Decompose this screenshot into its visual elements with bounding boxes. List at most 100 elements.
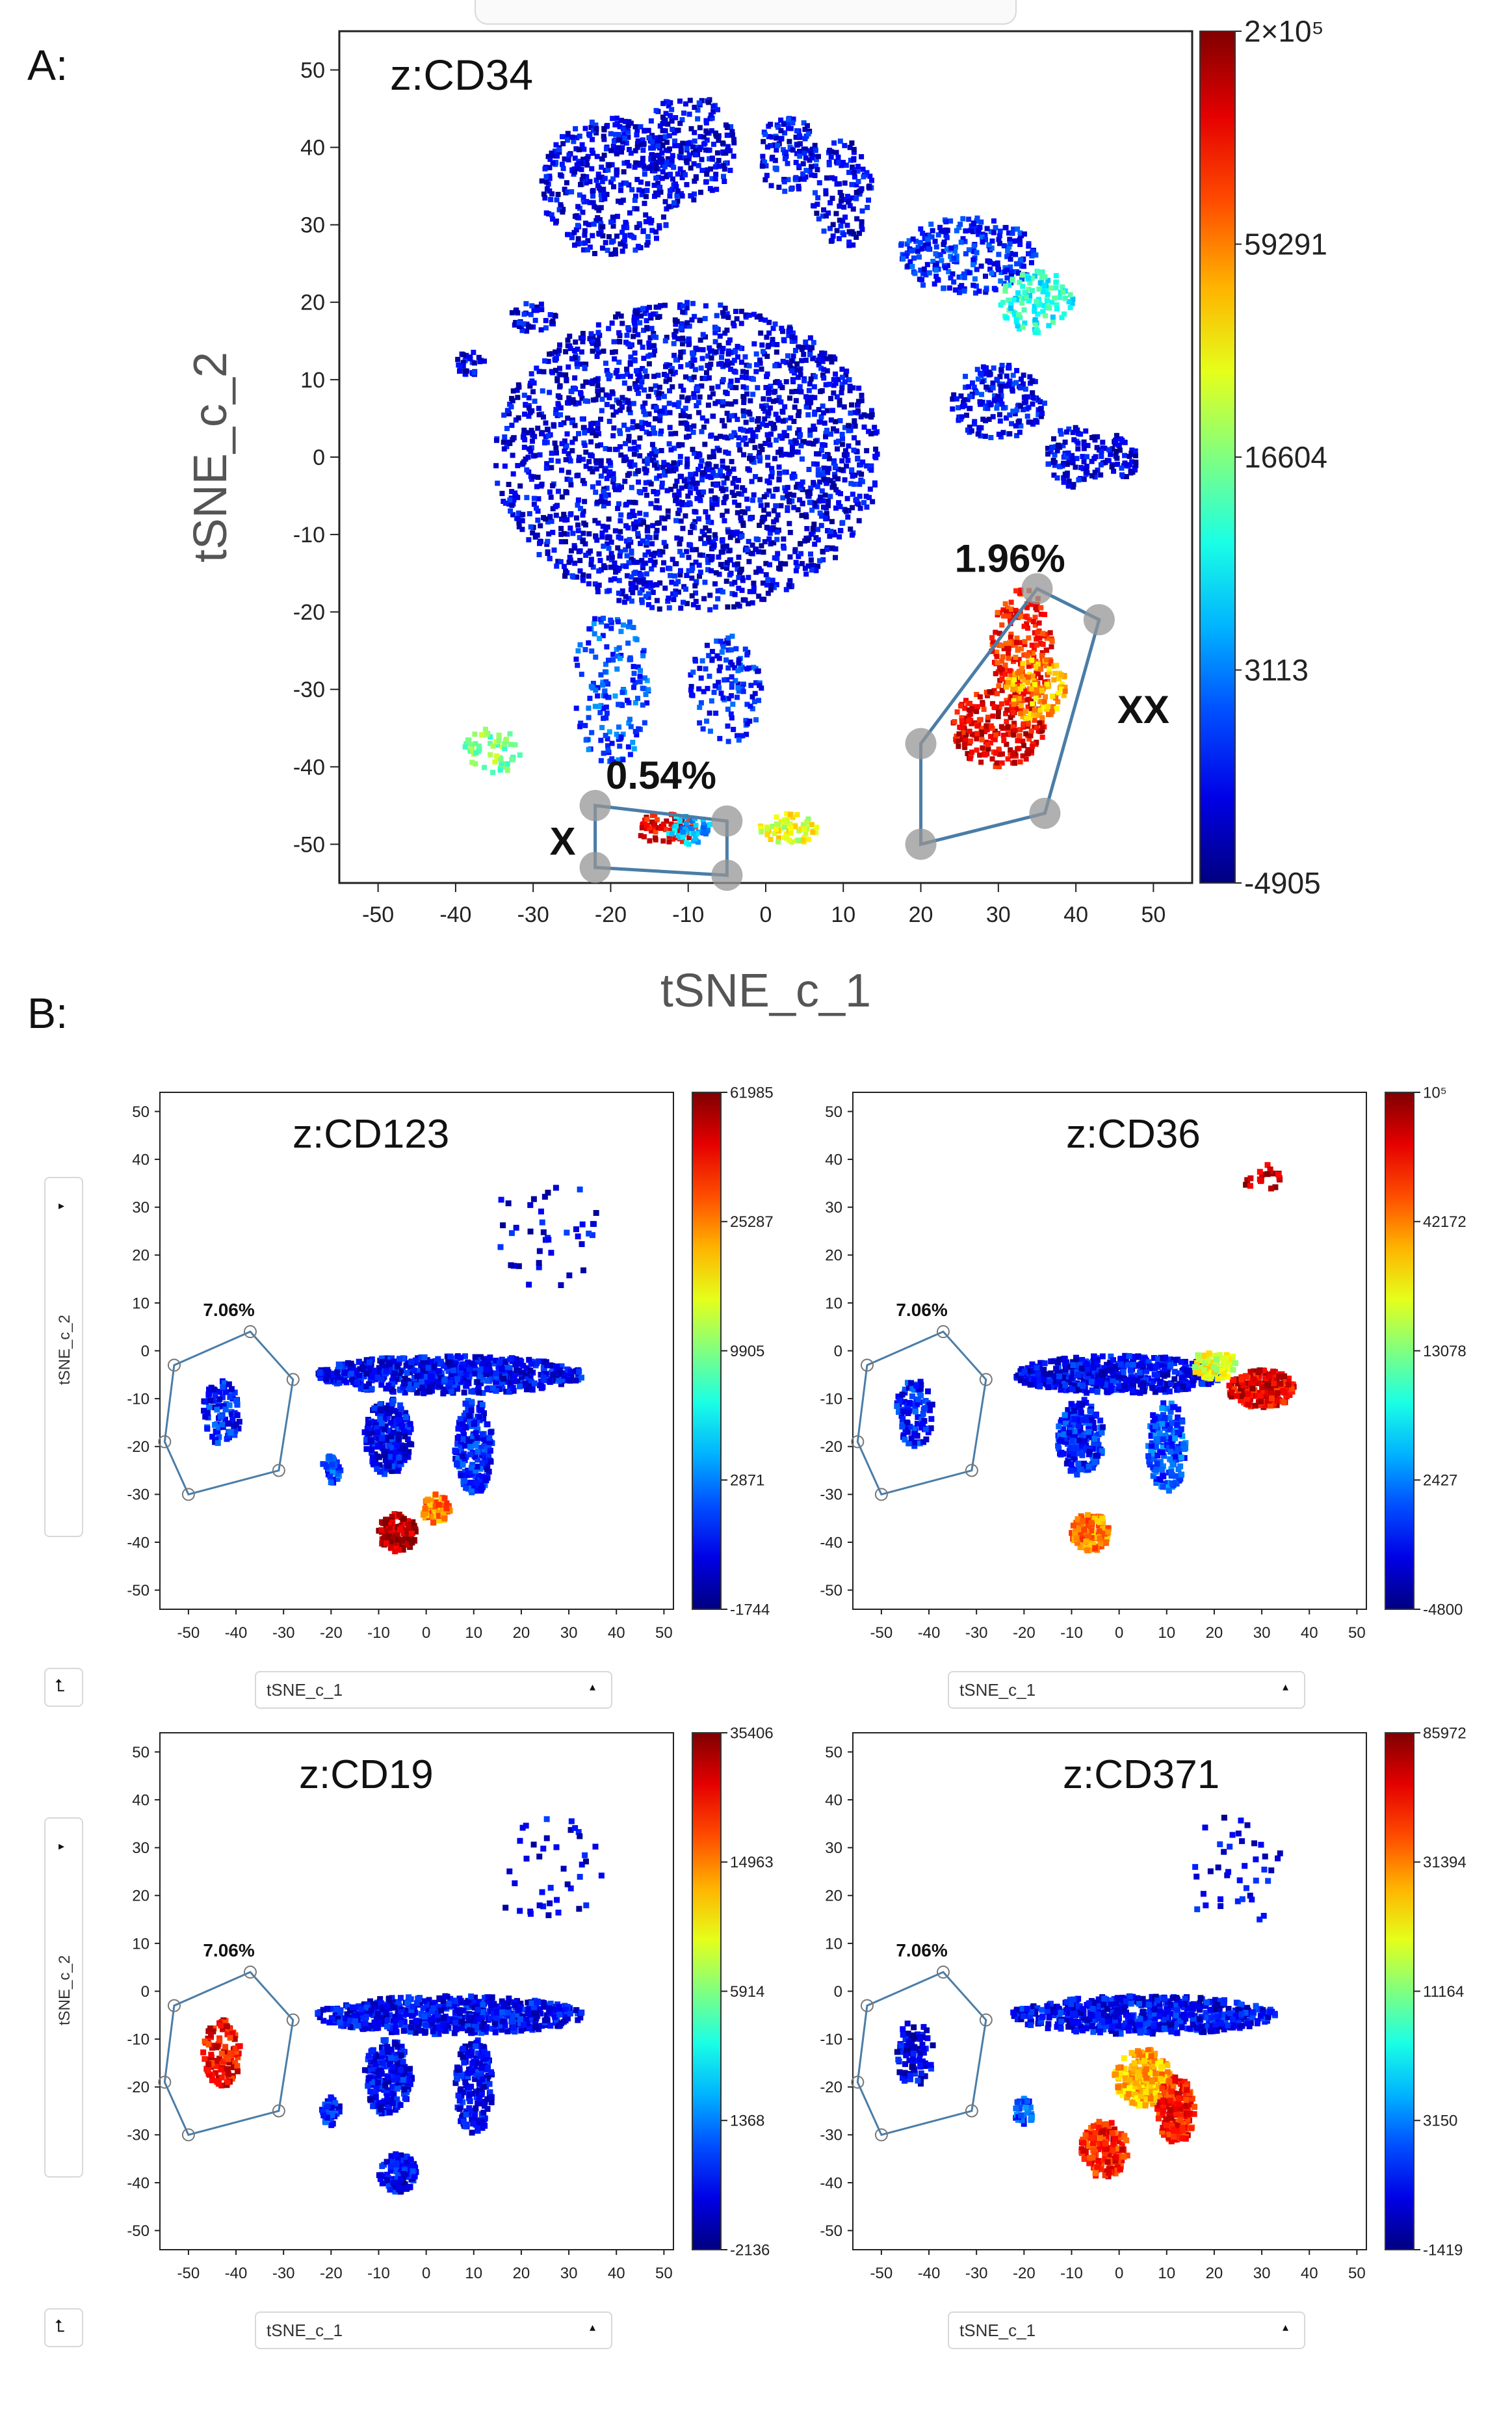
data-point (611, 425, 617, 431)
data-point (782, 469, 788, 475)
data-point (787, 821, 793, 826)
data-point (605, 535, 610, 541)
data-point (689, 831, 695, 837)
data-point (672, 369, 678, 375)
data-point (697, 394, 703, 400)
data-point (1051, 677, 1057, 683)
data-point (665, 468, 671, 474)
data-point (642, 127, 647, 133)
data-point (714, 501, 720, 507)
data-point (712, 604, 718, 610)
data-point (969, 706, 975, 712)
data-point (724, 638, 730, 644)
data-point (601, 486, 607, 492)
data-point (575, 663, 580, 668)
data-point (650, 311, 656, 317)
data-point (691, 161, 697, 166)
data-point (616, 134, 622, 140)
data-point (632, 193, 638, 199)
data-point (596, 583, 602, 588)
data-point (669, 831, 675, 837)
data-point (817, 497, 823, 503)
data-point (857, 505, 863, 511)
data-point (740, 681, 746, 687)
data-point (626, 147, 632, 153)
data-point (712, 324, 718, 330)
data-point (824, 408, 830, 414)
data-point (1034, 666, 1040, 672)
data-point (623, 220, 629, 226)
data-point (686, 568, 692, 573)
top-handle[interactable] (475, 0, 1017, 25)
data-point (643, 212, 649, 218)
data-point (517, 323, 523, 329)
data-point (803, 826, 809, 832)
data-point (724, 562, 730, 568)
data-point (640, 365, 645, 371)
data-point (966, 217, 972, 222)
data-point (720, 149, 726, 155)
data-point (671, 334, 677, 340)
data-point (673, 466, 679, 472)
data-point (598, 473, 604, 479)
data-point (1013, 655, 1019, 661)
data-point (709, 649, 715, 655)
data-point (805, 537, 811, 543)
data-point (1004, 684, 1010, 690)
data-point (824, 528, 830, 534)
data-point (640, 228, 646, 234)
data-point (788, 828, 794, 834)
data-point (962, 402, 968, 408)
data-point (636, 307, 642, 313)
data-point (717, 434, 723, 440)
data-point (740, 577, 746, 583)
data-point (652, 821, 658, 827)
data-point (580, 575, 586, 581)
data-point (1024, 613, 1030, 619)
data-point (793, 177, 799, 183)
data-point (857, 481, 863, 487)
data-point (756, 566, 762, 572)
data-point (493, 739, 499, 744)
data-point (595, 392, 601, 398)
data-point (781, 337, 787, 343)
data-point (985, 371, 991, 376)
data-point (582, 499, 588, 505)
data-point (998, 701, 1004, 707)
data-point (665, 99, 671, 105)
data-point (835, 466, 841, 472)
data-point (671, 597, 677, 603)
data-point (598, 205, 604, 211)
data-point (667, 362, 673, 368)
data-point (686, 336, 692, 342)
data-point (790, 446, 796, 452)
data-point (605, 123, 610, 129)
data-point (832, 471, 838, 477)
data-point (757, 477, 763, 482)
data-point (688, 692, 694, 698)
data-point (939, 257, 945, 263)
data-point (528, 380, 534, 386)
data-point (627, 619, 632, 625)
data-point (972, 388, 978, 394)
data-point (618, 313, 624, 319)
data-point (920, 271, 926, 277)
data-point (1023, 756, 1029, 762)
data-point (846, 199, 852, 205)
data-point (744, 362, 749, 368)
data-point (1023, 614, 1028, 620)
data-point (573, 656, 579, 662)
data-point (710, 156, 716, 162)
data-point (1073, 464, 1078, 470)
data-point (658, 156, 664, 162)
data-point (582, 232, 588, 238)
data-point (679, 828, 685, 834)
data-point (910, 236, 916, 242)
data-point (664, 174, 670, 179)
data-point (669, 365, 675, 371)
data-point (651, 333, 657, 339)
data-point (982, 729, 988, 735)
data-point (648, 145, 654, 151)
data-point (553, 161, 558, 167)
data-point (455, 356, 461, 362)
